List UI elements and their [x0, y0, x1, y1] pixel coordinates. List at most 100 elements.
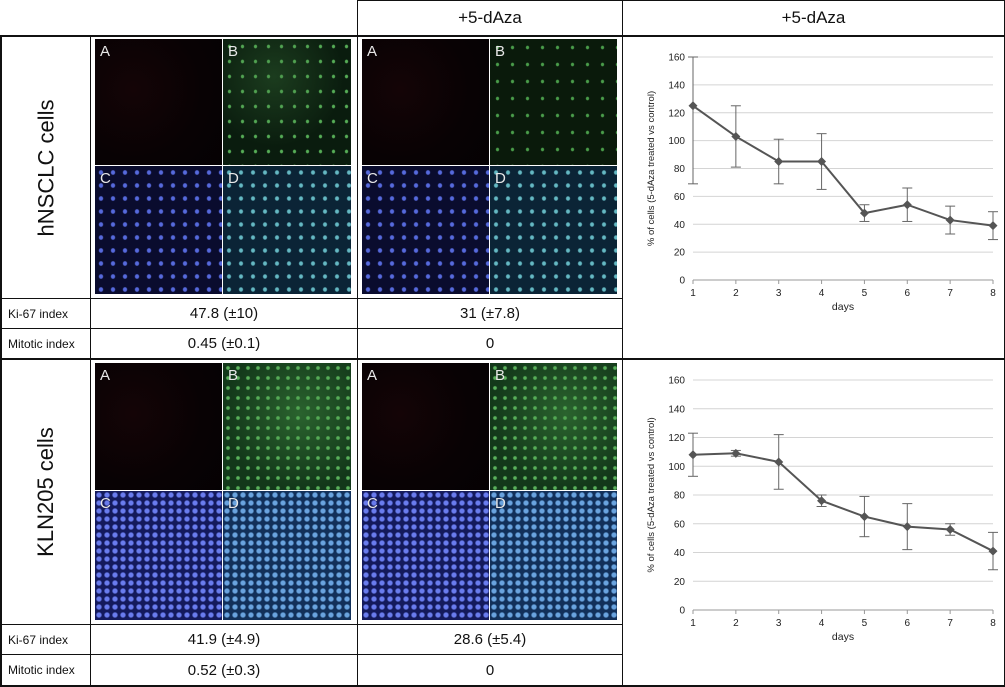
micrograph-panel-d: D — [490, 491, 617, 620]
x-tick-label: 5 — [862, 618, 868, 629]
y-tick-label: 40 — [674, 220, 686, 231]
x-tick-label: 5 — [862, 288, 868, 299]
x-tick-label: 4 — [819, 618, 825, 629]
panel-letter: A — [367, 43, 378, 60]
x-tick-label: 3 — [776, 288, 782, 299]
mitotic-control-value: 0.52 (±0.3) — [187, 661, 261, 679]
ki67-treated-value: 31 (±7.8) — [460, 305, 520, 322]
grid-line — [622, 36, 623, 687]
grid-line — [0, 35, 1005, 37]
y-tick-label: 40 — [674, 548, 686, 559]
mitotic-treated-value: 0 — [485, 335, 495, 352]
y-tick-label: 120 — [668, 108, 685, 119]
data-point — [859, 208, 869, 218]
panel-letter: D — [228, 170, 239, 187]
y-tick-label: 20 — [674, 248, 686, 259]
data-point — [817, 496, 827, 506]
x-tick-label: 7 — [947, 288, 953, 299]
y-tick-label: 140 — [668, 404, 685, 415]
micrograph-panel-d: D — [223, 491, 351, 620]
x-axis-title: days — [832, 301, 854, 313]
y-tick-label: 160 — [668, 376, 685, 387]
y-tick-label: 120 — [668, 433, 685, 444]
panel-letter: C — [100, 170, 111, 187]
data-point — [988, 546, 998, 556]
data-point — [688, 101, 698, 111]
x-tick-label: 2 — [733, 288, 739, 299]
micrograph-panel-b: B — [223, 363, 351, 490]
panel-letter: A — [100, 367, 111, 384]
y-tick-label: 0 — [679, 606, 685, 617]
data-point — [817, 157, 827, 167]
panel-letter: B — [495, 43, 506, 60]
line-chart-kln205: 0 20 40 60 80 100 120 140 160 1 2 3 4 5 6 7 8 days % of ce… — [646, 376, 998, 643]
grid-line — [0, 298, 622, 299]
row-label-kln205: KLN205 cells — [33, 427, 59, 557]
x-axis-title: days — [832, 631, 854, 643]
panel-letter: C — [100, 495, 111, 512]
grid-line — [357, 0, 1005, 1]
x-tick-label: 8 — [990, 288, 996, 299]
grid-line — [0, 358, 1005, 360]
x-tick-label: 2 — [733, 618, 739, 629]
panel-letter: A — [100, 43, 111, 60]
line-chart-hnsclc: 0 20 40 60 80 100 120 140 160 1 2 3 4 5 6 7 8 days % of ce… — [646, 53, 998, 313]
series-line — [692, 104, 994, 227]
panel-letter: D — [228, 495, 239, 512]
y-tick-label: 160 — [668, 53, 685, 64]
data-point — [988, 221, 998, 231]
y-tick-label: 140 — [668, 80, 685, 91]
panel-letter: B — [228, 367, 239, 384]
micrograph-panel-a: A — [95, 39, 222, 165]
panel-letter: B — [228, 43, 239, 60]
panel-letter: B — [495, 367, 506, 384]
micrograph-panel-b: B — [223, 39, 351, 165]
y-tick-label: 20 — [674, 577, 686, 588]
x-tick-label: 7 — [947, 618, 953, 629]
x-tick-label: 3 — [776, 618, 782, 629]
series-line — [692, 452, 994, 552]
panel-letter: D — [495, 170, 506, 187]
micrograph-panel-b: B — [490, 363, 617, 490]
data-point — [688, 450, 698, 460]
ki67-treated-value: 28.6 (±5.4) — [453, 631, 527, 648]
panel-letter: A — [367, 367, 378, 384]
micrograph-panel-c: C — [95, 491, 222, 620]
x-tick-label: 6 — [905, 618, 911, 629]
y-tick-label: 0 — [679, 276, 685, 287]
data-point — [945, 525, 955, 534]
micrograph-panel-a: A — [362, 39, 489, 165]
micrograph-panel-d: D — [223, 166, 351, 294]
data-point — [859, 512, 869, 522]
data-point — [945, 215, 955, 225]
micrograph-panel-a: A — [362, 363, 489, 490]
data-point — [774, 157, 784, 167]
x-tick-label: 1 — [690, 288, 696, 299]
micrograph-panel-a: A — [95, 363, 222, 490]
y-tick-label: 80 — [674, 164, 686, 175]
data-point — [902, 200, 912, 210]
header-treated-images: +5-dAza — [458, 8, 522, 27]
data-point — [731, 131, 741, 141]
grid-line — [90, 36, 91, 687]
data-point — [774, 457, 784, 467]
grid-line — [0, 624, 622, 625]
y-tick-label: 60 — [674, 519, 686, 530]
data-point — [902, 522, 912, 532]
grid-line — [357, 0, 358, 36]
micrograph-panel-c: C — [362, 166, 489, 294]
data-point — [731, 448, 741, 458]
y-tick-label: 100 — [668, 136, 685, 147]
micrograph-panel-c: C — [95, 166, 222, 294]
grid-line — [622, 0, 623, 36]
ki67-label: Ki-67 index — [8, 306, 69, 321]
grid-line — [0, 654, 622, 655]
x-tick-label: 8 — [990, 618, 996, 629]
mitotic-treated-value: 0 — [485, 661, 495, 679]
grid-line — [357, 36, 358, 687]
panel-letter: C — [367, 170, 378, 187]
row-label-hnsclc: hNSCLC cells — [33, 99, 58, 236]
grid-line — [0, 328, 622, 329]
mitotic-label: Mitotic index — [8, 663, 75, 677]
y-axis-title: % of cells (5-dAza treated vs control) — [646, 91, 657, 246]
